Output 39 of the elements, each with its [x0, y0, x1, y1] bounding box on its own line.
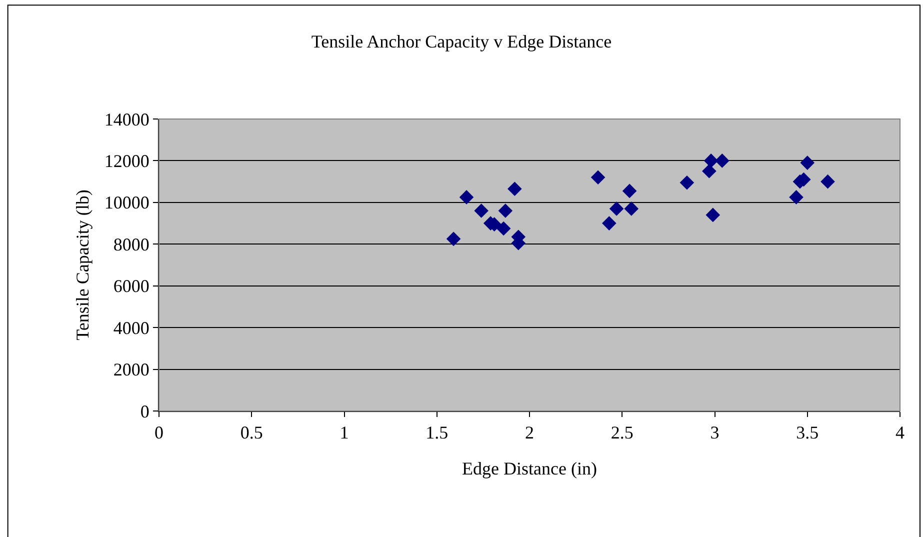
point [622, 184, 637, 198]
point [715, 154, 730, 168]
point [624, 202, 639, 216]
y-tick-label: 2000 [113, 360, 150, 380]
point [459, 190, 474, 204]
point [609, 202, 624, 216]
x-tick-label: 2 [525, 422, 534, 443]
point [474, 204, 488, 218]
point [820, 174, 835, 189]
x-tick-label: 0.5 [240, 422, 263, 443]
point [496, 221, 511, 236]
point [706, 208, 720, 222]
y-tick-label: 14000 [104, 109, 150, 130]
x-tick-label: 1 [340, 422, 349, 443]
point [498, 204, 513, 218]
x-tick-label: 4 [896, 422, 904, 443]
x-tick-label: 0 [154, 422, 164, 443]
y-tick-label: 0 [140, 401, 150, 422]
point [446, 232, 461, 246]
y-tick-label: 4000 [113, 318, 150, 338]
y-tick-label: 10000 [104, 192, 150, 213]
point [602, 216, 616, 230]
point [800, 156, 815, 170]
point [590, 170, 606, 185]
y-tick-label: 8000 [113, 234, 150, 254]
point [680, 175, 694, 190]
x-axis-title: Edge Distance (in) [462, 458, 597, 479]
point [704, 154, 718, 168]
x-tick-label: 2.5 [610, 422, 634, 443]
y-tick-label: 12000 [104, 151, 150, 172]
x-tick-label: 3.5 [796, 422, 819, 443]
y-tick-label: 6000 [113, 276, 150, 296]
x-tick-label: 3 [710, 422, 720, 443]
point [789, 190, 804, 204]
y-axis-title: Tensile Capacity (lb) [72, 190, 93, 340]
point [508, 182, 522, 196]
x-tick-label: 1.5 [426, 422, 448, 443]
chart-title: Tensile Anchor Capacity v Edge Distance [311, 32, 612, 52]
point [702, 164, 716, 178]
